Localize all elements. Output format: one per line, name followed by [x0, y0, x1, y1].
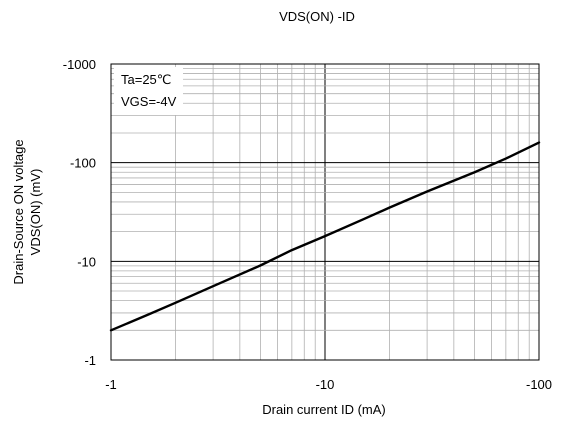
series-line-0	[109, 141, 541, 332]
plot-frame	[110, 63, 540, 361]
series-layer	[109, 141, 541, 332]
y-tick-label: -1	[84, 353, 96, 368]
y-axis-label-line1: Drain-Source ON voltage	[11, 139, 26, 284]
x-axis-label: Drain current ID (mA)	[262, 402, 386, 417]
x-tick-label: -10	[316, 377, 335, 392]
y-axis-label-line2: VDS(ON) (mV)	[28, 169, 43, 256]
y-tick-label: -100	[70, 156, 96, 171]
annotation-box: Ta=25℃ VGS=-4V	[114, 67, 183, 115]
annotation-temperature: Ta=25℃	[121, 72, 171, 87]
y-tick-label: -10	[77, 254, 96, 269]
annotation-background	[114, 67, 183, 115]
grid	[110, 64, 539, 361]
x-tick-label: -100	[526, 377, 552, 392]
x-tick-label: -1	[105, 377, 117, 392]
tick-labels: -1 -10 -100 -1 -10 -100 -1000	[63, 57, 552, 392]
y-tick-label: -1000	[63, 57, 96, 72]
chart-title: VDS(ON) -ID	[279, 9, 355, 24]
annotation-gate-voltage: VGS=-4V	[121, 94, 177, 109]
